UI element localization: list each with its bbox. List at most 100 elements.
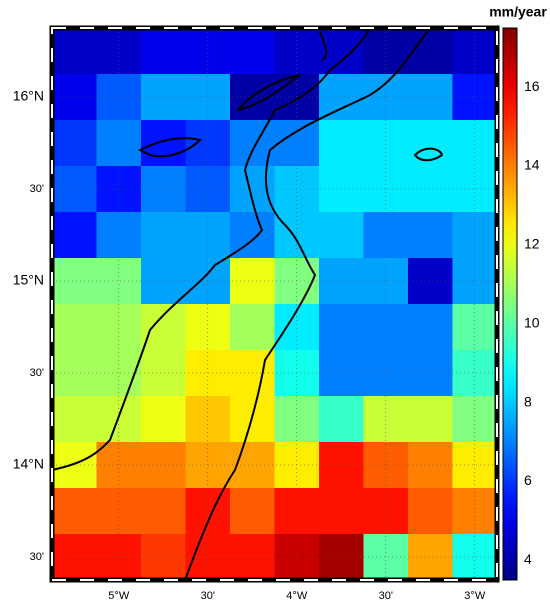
cell xyxy=(141,258,186,305)
cell xyxy=(363,396,409,443)
cell xyxy=(96,120,142,167)
colorbar-tick-label: 12 xyxy=(524,236,540,252)
cell xyxy=(141,442,186,489)
cell xyxy=(408,212,453,259)
cell xyxy=(141,212,186,259)
cell xyxy=(141,534,186,581)
lake xyxy=(235,74,301,112)
cell xyxy=(52,28,97,75)
cell xyxy=(319,74,364,121)
cell xyxy=(408,28,453,75)
y-tick-label: 30' xyxy=(30,183,44,195)
cell xyxy=(452,304,498,351)
cell xyxy=(274,28,320,75)
cell xyxy=(452,212,498,259)
cell xyxy=(319,120,364,167)
cell xyxy=(319,212,364,259)
colorbar-label: mm/year xyxy=(489,4,547,20)
cell xyxy=(52,350,97,397)
cell xyxy=(96,28,142,75)
cell xyxy=(319,350,364,397)
cell xyxy=(96,488,142,535)
cell xyxy=(408,488,453,535)
cell xyxy=(230,488,275,535)
cell xyxy=(274,396,320,443)
cell xyxy=(185,120,231,167)
cell xyxy=(52,534,97,581)
cell xyxy=(52,396,97,443)
cell xyxy=(408,304,453,351)
cell xyxy=(452,28,498,75)
cell xyxy=(141,28,186,75)
y-tick-label: 15°N xyxy=(13,272,44,288)
cell xyxy=(52,166,97,213)
cell xyxy=(452,396,498,443)
cell xyxy=(274,212,320,259)
colorbar-tick-label: 4 xyxy=(524,551,532,567)
colorbar-tick-label: 10 xyxy=(524,314,540,330)
cell xyxy=(52,442,97,489)
cell xyxy=(52,304,97,351)
colorbar-tick-label: 6 xyxy=(524,472,532,488)
cell xyxy=(185,212,231,259)
cell xyxy=(319,166,364,213)
x-tick-label: 4°W xyxy=(286,590,308,602)
x-tick-label: 30' xyxy=(379,590,393,602)
coastlines xyxy=(52,28,444,580)
grid xyxy=(52,28,497,580)
cell xyxy=(319,488,364,535)
cell xyxy=(52,120,97,167)
y-tick-label: 30' xyxy=(30,551,44,563)
cell xyxy=(408,396,453,443)
cell xyxy=(141,304,186,351)
cell xyxy=(363,120,409,167)
cell xyxy=(96,304,142,351)
map-frame-dashes xyxy=(51,27,498,581)
cell xyxy=(274,488,320,535)
cell xyxy=(52,488,97,535)
x-tick-label: 3°W xyxy=(464,590,486,602)
colorbar xyxy=(502,27,518,581)
cell xyxy=(363,212,409,259)
cell xyxy=(141,166,186,213)
x-tick-label: 30' xyxy=(201,590,215,602)
colorbar-tick-label: 8 xyxy=(524,393,532,409)
lake xyxy=(413,147,444,162)
coastline xyxy=(52,28,371,471)
cell xyxy=(319,258,364,305)
x-tick-label: 5°W xyxy=(108,590,130,602)
cell xyxy=(319,442,364,489)
cell xyxy=(141,396,186,443)
cell xyxy=(408,74,453,121)
coastline xyxy=(184,28,431,580)
cell xyxy=(185,304,231,351)
y-tick-label: 16°N xyxy=(13,88,44,104)
cell xyxy=(230,304,275,351)
cell xyxy=(274,120,320,167)
cell xyxy=(141,488,186,535)
y-tick-label: 30' xyxy=(30,367,44,379)
cell xyxy=(408,258,453,305)
colorbar-tick-label: 16 xyxy=(524,78,540,94)
colorbar-tick-label: 14 xyxy=(524,157,540,173)
cell xyxy=(408,442,453,489)
y-tick-label: 14°N xyxy=(13,456,44,472)
cell xyxy=(230,28,275,75)
cell xyxy=(185,28,231,75)
cell xyxy=(185,396,231,443)
cell xyxy=(96,212,142,259)
cell xyxy=(319,396,364,443)
cell xyxy=(408,350,453,397)
cell xyxy=(452,120,498,167)
cell xyxy=(141,120,186,167)
cell xyxy=(52,258,97,305)
lake xyxy=(319,31,328,61)
axes: 5°W 30' 4°W 30' 3°W 16°N 30' 15°N 30' 14°N 30' 4 6 8 1… xyxy=(13,78,540,602)
cell xyxy=(363,488,409,535)
cell xyxy=(319,534,364,581)
cell xyxy=(141,350,186,397)
cell xyxy=(319,304,364,351)
cell xyxy=(96,396,142,443)
cell xyxy=(408,534,453,581)
cell xyxy=(52,212,97,259)
